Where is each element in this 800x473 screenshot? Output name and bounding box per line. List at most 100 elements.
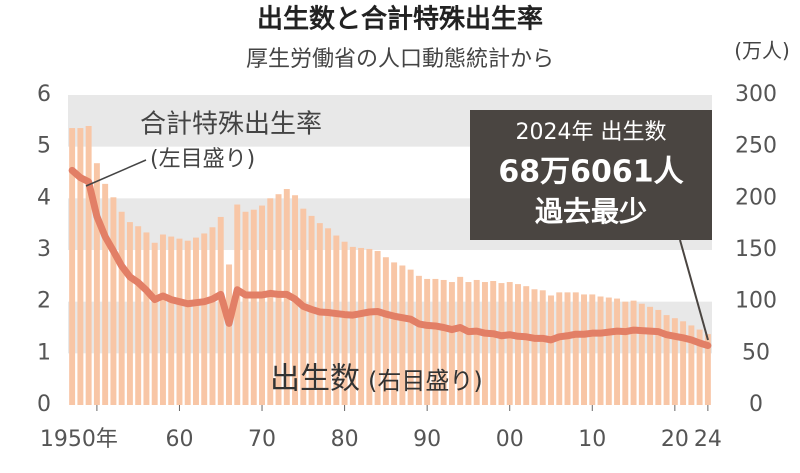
- y2-tick-label: 300: [735, 82, 777, 107]
- x-tick-label: 00: [496, 427, 524, 452]
- y-tick-label: 6: [37, 82, 51, 107]
- bar: [110, 197, 117, 405]
- bar: [581, 294, 587, 405]
- y2-tick-label: 100: [735, 289, 777, 314]
- bar: [680, 321, 687, 405]
- chart-subtitle: 厚生労働省の人口動態統計から: [246, 47, 554, 72]
- bar: [696, 329, 703, 405]
- bar: [341, 241, 348, 405]
- bar: [333, 235, 340, 405]
- bar: [614, 298, 621, 405]
- bar: [135, 226, 142, 405]
- bar: [498, 283, 505, 405]
- bar: [93, 163, 100, 405]
- bar: [481, 282, 488, 405]
- bar: [647, 306, 654, 405]
- series-label: 合計特殊出生率: [140, 110, 322, 140]
- bar: [605, 297, 612, 405]
- bar: [448, 282, 455, 405]
- bar: [250, 209, 257, 405]
- bar: [424, 278, 431, 405]
- bar: [325, 228, 332, 405]
- plot-marks: [68, 126, 712, 406]
- series-label: 出生数: [270, 362, 360, 397]
- y-tick-label: 1: [37, 340, 51, 365]
- bar: [630, 300, 637, 405]
- bar: [143, 232, 150, 405]
- bar: [556, 292, 563, 405]
- y2-tick-label: 0: [749, 392, 763, 417]
- bar: [506, 282, 513, 405]
- annotation: (左目盛り): [150, 147, 255, 172]
- bar: [523, 286, 530, 405]
- x-tick-label: 20: [661, 427, 689, 452]
- bar: [242, 211, 249, 405]
- bar: [85, 126, 92, 405]
- callout-box: [470, 110, 712, 240]
- bar: [663, 315, 670, 405]
- bar: [548, 295, 554, 405]
- bar: [217, 216, 224, 405]
- bar: [415, 275, 422, 405]
- bar: [374, 251, 381, 405]
- bar: [102, 183, 109, 405]
- y2-axis-label: (万人): [734, 39, 790, 63]
- bar: [473, 279, 480, 405]
- bar: [655, 309, 662, 405]
- bar: [622, 301, 629, 405]
- bar: [638, 303, 645, 405]
- bar: [168, 236, 175, 405]
- bar: [234, 204, 241, 405]
- callout: 2024年 出生数 68万6061人 過去最少: [470, 110, 712, 341]
- x-tick-label: 24: [694, 427, 722, 452]
- bar: [176, 238, 183, 405]
- bar: [589, 294, 596, 405]
- x-tick-label: 1950年: [40, 427, 118, 452]
- x-tick-label: 60: [165, 427, 193, 452]
- annotation: (右目盛り): [368, 367, 483, 395]
- y-tick-label: 5: [37, 134, 51, 159]
- line: [68, 166, 712, 350]
- bar: [564, 292, 571, 405]
- grid-band: [68, 301, 712, 354]
- bar: [366, 248, 373, 405]
- y2-tick-label: 150: [735, 237, 777, 262]
- bar: [159, 234, 166, 405]
- bar: [259, 205, 265, 405]
- bar: [275, 194, 282, 405]
- bar: [193, 237, 199, 405]
- y-tick-label: 3: [37, 237, 51, 262]
- y-tick-label: 4: [37, 185, 51, 210]
- bar: [201, 233, 208, 405]
- bar: [349, 246, 356, 405]
- bar: [358, 247, 365, 405]
- x-tick-label: 90: [413, 427, 441, 452]
- x-tick-label: 70: [248, 427, 276, 452]
- bar: [184, 240, 191, 405]
- y2-tick-label: 50: [742, 340, 770, 365]
- bar: [407, 269, 414, 405]
- bar: [382, 257, 389, 405]
- y2-tick-label: 200: [735, 185, 777, 210]
- bar: [440, 279, 447, 405]
- bar: [572, 292, 579, 405]
- bar: [69, 128, 76, 406]
- x-tick-label: 10: [578, 427, 606, 452]
- bar: [597, 296, 604, 405]
- bar: [399, 265, 406, 405]
- bar: [267, 198, 274, 405]
- bar: [391, 262, 398, 405]
- bar: [151, 242, 158, 405]
- bar: [126, 222, 133, 405]
- bar: [457, 276, 464, 405]
- bar: [688, 325, 695, 405]
- bar: [432, 278, 439, 405]
- bar: [118, 211, 125, 405]
- callout-text: 過去最少: [535, 195, 647, 228]
- x-tick-label: 80: [331, 427, 359, 452]
- bar: [209, 227, 216, 405]
- y-tick-label: 0: [37, 392, 51, 417]
- bar: [490, 281, 497, 405]
- y-tick-label: 2: [37, 289, 51, 314]
